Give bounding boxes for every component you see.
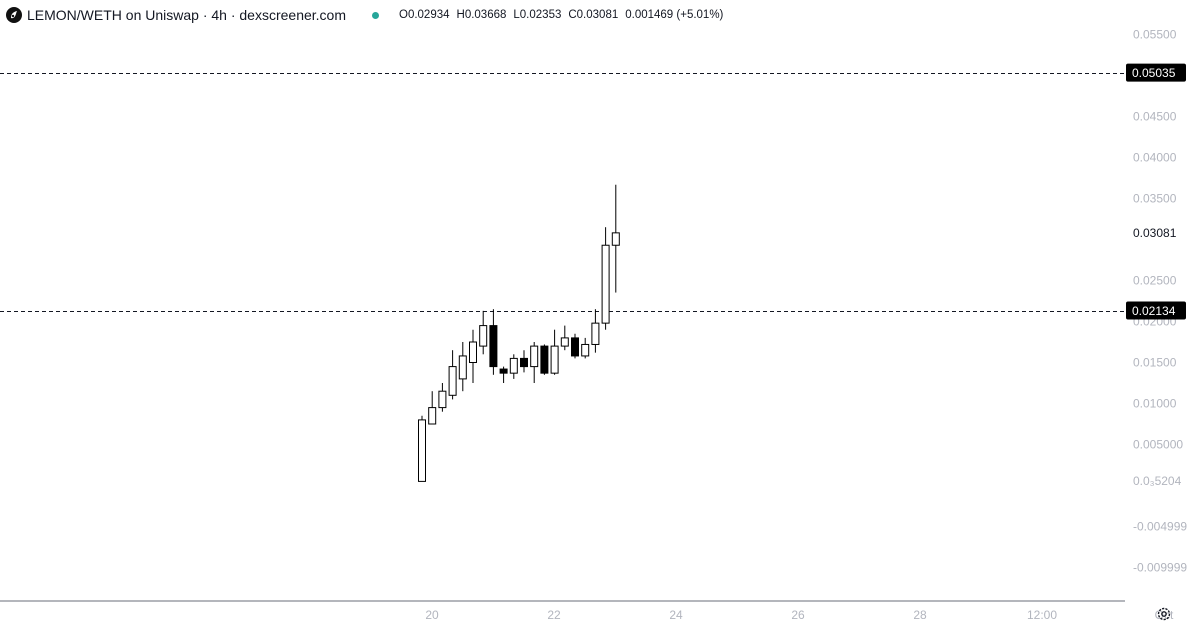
- price-tag-label-0: 0.05035: [1132, 66, 1176, 80]
- candle-body-14: [560, 337, 569, 347]
- candle-2[interactable]: [438, 383, 447, 412]
- candle-16[interactable]: [581, 337, 590, 359]
- x-tick-label-1: 22: [547, 608, 561, 622]
- candle-13[interactable]: [550, 329, 559, 375]
- price-tag-bg-1: [1126, 301, 1186, 320]
- candle-4[interactable]: [458, 342, 467, 392]
- settings-gear-icon[interactable]: [1156, 606, 1172, 622]
- candle-18[interactable]: [601, 227, 610, 330]
- candle-11[interactable]: [530, 342, 539, 383]
- x-tick-label-4: 28: [913, 608, 927, 622]
- candle-10[interactable]: [520, 350, 528, 373]
- candle-17[interactable]: [591, 309, 600, 353]
- y-tick-label-2: 0.04000: [1133, 151, 1177, 165]
- x-tick-label-5: 12:00: [1027, 608, 1057, 622]
- y-tick-label-6: 0.01500: [1133, 356, 1177, 370]
- y-tick-label-11: -0.009999: [1133, 560, 1187, 574]
- candle-15[interactable]: [571, 333, 579, 359]
- candle-0[interactable]: [418, 415, 426, 482]
- candle-body-19: [611, 232, 620, 246]
- price-tags: 0.05035 0.02134: [1126, 63, 1186, 320]
- candle-body-9: [509, 357, 518, 374]
- candle-body-18: [601, 244, 610, 324]
- candle-body-16: [581, 343, 590, 357]
- candle-body-17: [591, 322, 600, 345]
- candle-body-10: [520, 357, 528, 368]
- candle-5[interactable]: [469, 329, 477, 383]
- horizontal-lines: [0, 73, 1125, 312]
- dexscreener-logo-icon: [6, 7, 22, 23]
- candle-9[interactable]: [509, 354, 518, 379]
- candle-body-11: [530, 345, 539, 368]
- y-tick-label-0: 0.05500: [1133, 28, 1177, 42]
- live-dot-icon: [372, 11, 379, 19]
- candle-body-2: [438, 390, 447, 409]
- y-tick-label-1: 0.04500: [1133, 110, 1177, 124]
- candle-body-5: [469, 341, 477, 363]
- time-axis[interactable]: 20 22 24 26 28 12:00 Oct: [425, 608, 1174, 622]
- candle-7[interactable]: [489, 309, 498, 375]
- candle-body-12: [540, 345, 549, 374]
- candle-body-0: [418, 419, 426, 482]
- y-tick-label-9: 0.0₃5204: [1133, 474, 1182, 488]
- candle-body-3: [448, 366, 457, 396]
- current-price-label: 0.03081: [1133, 226, 1177, 240]
- y-tick-label-10: -0.004999: [1133, 519, 1187, 533]
- candle-body-4: [458, 355, 467, 380]
- price-tag-label-1: 0.02134: [1132, 304, 1176, 318]
- candle-14[interactable]: [560, 325, 569, 351]
- y-tick-label-7: 0.01000: [1133, 397, 1177, 411]
- candle-body-7: [489, 325, 498, 368]
- pair-title: LEMON/WETH on Uniswap · 4h · dexscreener…: [27, 7, 346, 23]
- candle-1[interactable]: [428, 391, 437, 425]
- y-tick-label-8: 0.005000: [1133, 438, 1183, 452]
- candles[interactable]: [418, 184, 620, 482]
- candle-3[interactable]: [448, 350, 457, 400]
- y-tick-label-4: 0.02500: [1133, 274, 1177, 288]
- candle-6[interactable]: [479, 310, 488, 355]
- x-tick-label-2: 24: [669, 608, 683, 622]
- chart-header: LEMON/WETH on Uniswap · 4h · dexscreener…: [6, 4, 723, 26]
- price-axis[interactable]: 0.055000.045000.040000.035000.025000.020…: [1133, 28, 1187, 575]
- candle-body-8: [499, 368, 508, 374]
- candle-12[interactable]: [540, 344, 549, 375]
- price-tag-bg-0: [1126, 63, 1186, 82]
- ohlc-high: H0.03668: [456, 9, 507, 21]
- x-tick-label-3: 26: [791, 608, 805, 622]
- ohlc-open: O0.02934: [399, 9, 450, 21]
- ohlc-close: C0.03081: [568, 9, 619, 21]
- candle-8[interactable]: [499, 366, 508, 383]
- candle-body-15: [571, 337, 579, 357]
- ohlc-change: 0.001469 (+5.01%): [625, 9, 724, 21]
- candle-body-1: [428, 407, 437, 425]
- y-tick-label-3: 0.03500: [1133, 192, 1177, 206]
- candle-body-13: [550, 345, 559, 374]
- candle-body-6: [479, 325, 488, 347]
- ohlc-low: L0.02353: [513, 9, 562, 21]
- candle-19[interactable]: [611, 184, 620, 293]
- x-tick-label-0: 20: [425, 608, 439, 622]
